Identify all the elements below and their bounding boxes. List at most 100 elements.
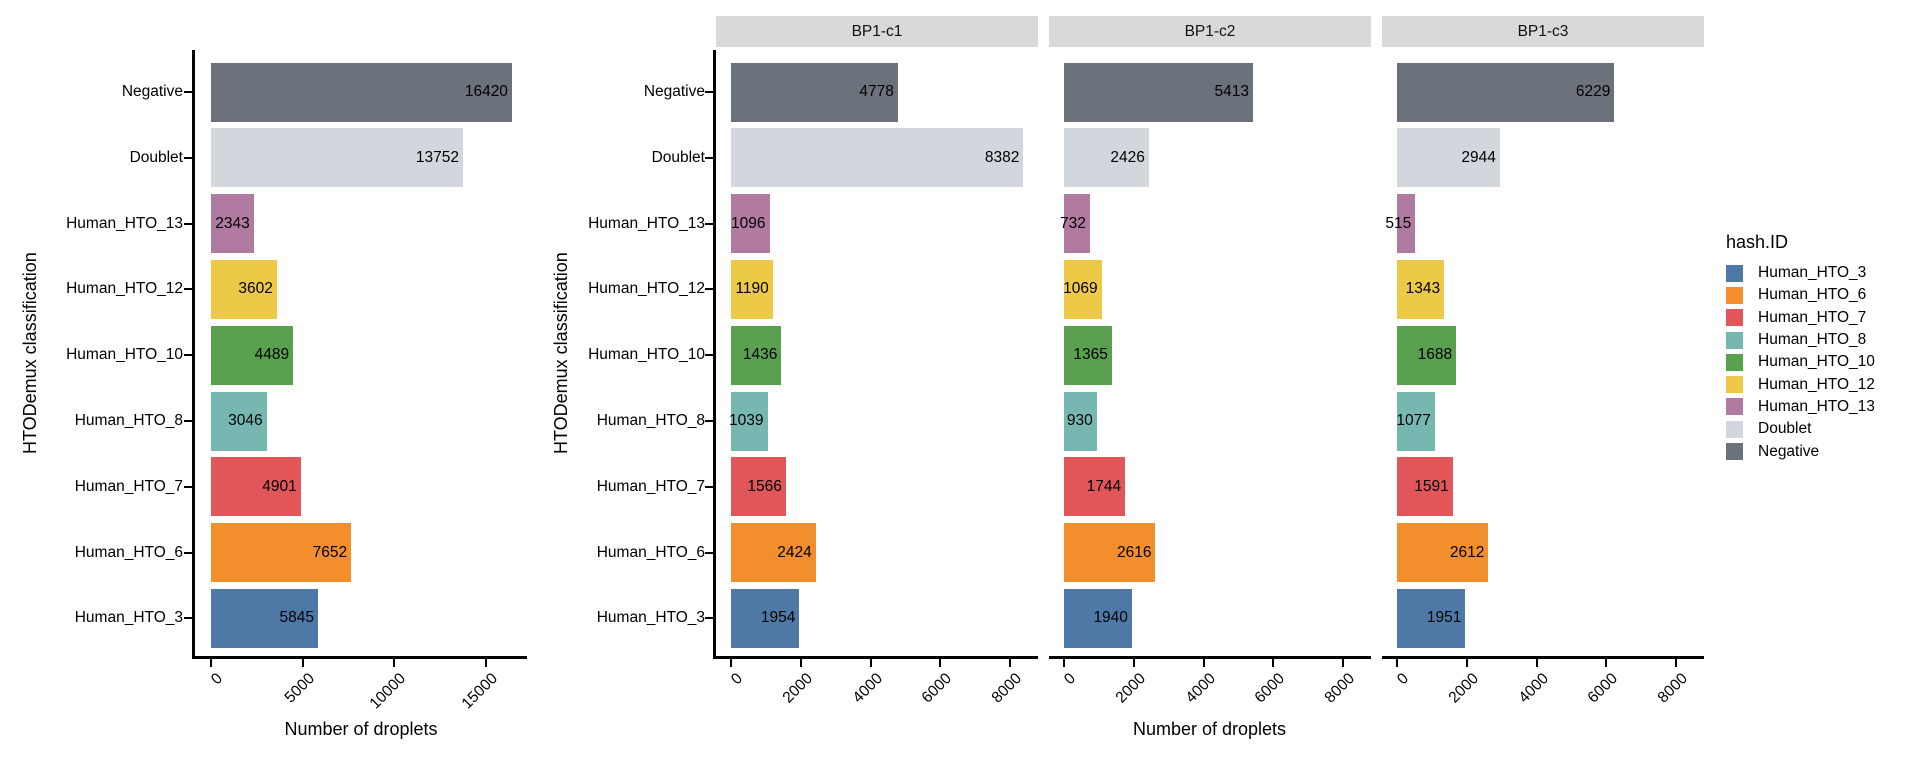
category-label: Doublet [651, 148, 705, 166]
bar-value-label: 8382 [984, 148, 1020, 166]
legend-item: Negative [1726, 440, 1875, 462]
legend-swatch [1726, 309, 1743, 327]
x-tick-mark [869, 659, 872, 667]
x-axis-tick-label: 5000 [281, 670, 318, 707]
category-label: Human_HTO_3 [596, 609, 705, 627]
bar-negative [731, 62, 898, 122]
bar-value-label: 1566 [747, 477, 782, 495]
x-tick-mark [393, 659, 396, 667]
bar-value-label: 1954 [760, 609, 796, 627]
bar-negative [1397, 62, 1615, 122]
legend-swatch [1726, 398, 1743, 416]
category-label: Human_HTO_3 [74, 609, 183, 627]
x-tick-mark [1202, 659, 1205, 667]
y-tick-mark [705, 420, 713, 423]
bar-human_hto_13 [1064, 194, 1090, 254]
bar-value-label: 4901 [262, 477, 297, 495]
y-tick-mark [705, 222, 713, 225]
legend-title: hash.ID [1726, 232, 1789, 252]
bar-human_hto_6 [1064, 523, 1156, 583]
bar-doublet [210, 128, 463, 188]
category-label: Human_HTO_10 [588, 346, 705, 364]
bar-value-label: 732 [1059, 214, 1086, 232]
legend: hash.ID Human_HTO_3 Human_HTO_6 Human_HTO_… [1726, 232, 1875, 463]
legend-swatch [1726, 353, 1743, 371]
x-tick-mark [1133, 659, 1136, 667]
x-axis-tick-label: 2000 [1445, 670, 1483, 707]
y-tick-mark [184, 288, 192, 291]
x-axis-tick-label: 0 [728, 670, 747, 689]
bar-value-label: 2343 [215, 214, 250, 232]
x-axis-tick-label: 6000 [1252, 670, 1289, 707]
facet-strip-label: BP1-c1 [851, 23, 903, 40]
bar-human_hto_7 [210, 457, 301, 517]
bar-value-label: 7652 [312, 543, 348, 561]
category-label: Human_HTO_12 [588, 280, 705, 298]
bar-human_hto_8 [210, 391, 267, 451]
bar-human_hto_8 [731, 391, 768, 451]
legend-item-label: Human_HTO_7 [1758, 308, 1867, 326]
bar-value-label: 2944 [1461, 148, 1496, 166]
bar-negative [210, 62, 512, 122]
legend-item: Human_HTO_12 [1726, 373, 1875, 395]
legend-item-label: Doublet [1758, 420, 1812, 438]
legend-items: Human_HTO_3 Human_HTO_6 Human_HTO_7 Human_H… [1726, 262, 1875, 463]
bar-human_hto_10 [731, 325, 782, 385]
legend-swatch [1726, 443, 1743, 461]
bar-doublet [731, 128, 1024, 188]
bar-value-label: 1096 [731, 214, 766, 232]
facet-strip-label: BP1-c2 [1184, 23, 1236, 40]
bar-value-label: 4489 [254, 346, 290, 364]
x-axis-tick-label: 4000 [1515, 670, 1552, 707]
bar-human_hto_10 [1397, 325, 1457, 385]
x-axis-tick-label: 15000 [458, 670, 501, 713]
bar-value-label: 1591 [1414, 477, 1449, 495]
facet-strip [1049, 16, 1371, 47]
category-label: Human_HTO_6 [74, 543, 183, 561]
bar-human_hto_6 [1397, 523, 1489, 583]
x-tick-mark [1605, 659, 1608, 667]
x-tick-mark [1272, 659, 1275, 667]
bar-human_hto_13 [210, 194, 254, 254]
legend-swatch [1726, 286, 1743, 304]
x-axis-tick-label: 0 [1061, 670, 1080, 689]
x-axis-tick-label: 6000 [1585, 670, 1622, 707]
bar-value-label: 2424 [777, 543, 812, 561]
bar-value-label: 2616 [1117, 543, 1152, 561]
legend-item: Human_HTO_13 [1726, 396, 1875, 418]
legend-item: Doublet [1726, 418, 1875, 440]
y-tick-mark [184, 617, 192, 620]
x-axis-tick-label: 10000 [366, 670, 410, 713]
x-axis-title-left: Number of droplets [284, 719, 438, 739]
y-tick-mark [184, 551, 192, 554]
bar-value-label: 2426 [1110, 148, 1145, 166]
legend-item-label: Human_HTO_13 [1758, 397, 1875, 415]
x-axis-tick-label: 2000 [1112, 670, 1150, 707]
legend-swatch [1726, 376, 1743, 394]
x-axis-tick-label: 0 [1394, 670, 1413, 689]
legend-item: Human_HTO_10 [1726, 351, 1875, 373]
bar-value-label: 515 [1385, 214, 1412, 232]
x-axis-tick-label: 8000 [1321, 670, 1359, 707]
y-tick-mark [705, 551, 713, 554]
category-label: Human_HTO_7 [596, 477, 705, 495]
category-label: Human_HTO_13 [66, 214, 183, 232]
category-label: Negative [643, 83, 705, 100]
facet-strip [716, 16, 1038, 47]
bar-value-label: 13752 [415, 148, 459, 166]
y-tick-mark [705, 354, 713, 357]
y-tick-mark [705, 485, 713, 488]
y-tick-mark [184, 354, 192, 357]
x-axis-tick-label: 4000 [1182, 670, 1219, 707]
y-tick-mark [705, 288, 713, 291]
category-label: Human_HTO_7 [74, 477, 183, 495]
bar-human_hto_3 [731, 588, 800, 648]
legend-item-label: Human_HTO_10 [1758, 353, 1875, 371]
bar-value-label: 1039 [729, 412, 764, 430]
bar-value-label: 5845 [279, 609, 314, 627]
category-label: Human_HTO_8 [74, 412, 183, 430]
legend-item-label: Human_HTO_8 [1758, 331, 1867, 349]
x-axis-tick-label: 2000 [779, 670, 817, 707]
category-label: Human_HTO_6 [596, 543, 705, 561]
legend-swatch [1726, 420, 1743, 438]
